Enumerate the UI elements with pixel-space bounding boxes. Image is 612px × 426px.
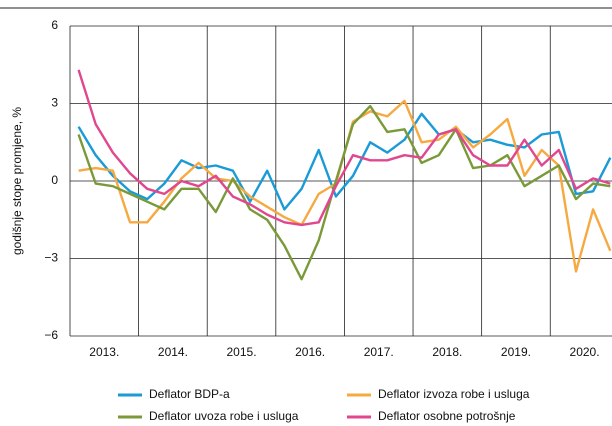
legend-label: Deflator osobne potrošnje: [378, 409, 516, 423]
x-tick-label: 2017.: [364, 345, 394, 359]
x-tick-label: 2018.: [432, 345, 462, 359]
y-tick-label: −3: [44, 251, 58, 265]
y-tick-label: −6: [44, 328, 58, 342]
x-tick-label: 2016.: [295, 345, 325, 359]
x-tick-label: 2015.: [227, 345, 257, 359]
y-tick-label: 6: [51, 18, 58, 32]
y-tick-label: 3: [51, 96, 58, 110]
x-tick-label: 2020.: [570, 345, 600, 359]
legend-label: Deflator izvoza robe i usluga: [378, 387, 530, 401]
y-tick-label: 0: [51, 173, 58, 187]
x-tick-label: 2019.: [501, 345, 531, 359]
series-line: [77, 112, 612, 211]
series-line: [77, 104, 611, 281]
y-axis-label: godišnje stope promjene, %: [10, 107, 24, 255]
x-tick-label: 2013.: [89, 345, 119, 359]
x-tick-label: 2014.: [158, 345, 188, 359]
series-line: [77, 69, 611, 227]
legend-label: Deflator uvoza robe i usluga: [149, 409, 299, 423]
legend-label: Deflator BDP-a: [149, 387, 230, 401]
